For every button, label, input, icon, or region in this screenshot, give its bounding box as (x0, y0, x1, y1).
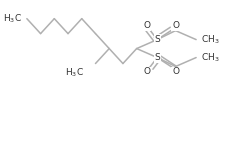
Text: O: O (172, 67, 179, 76)
Text: O: O (172, 21, 179, 30)
Text: S: S (154, 35, 160, 44)
Text: O: O (144, 67, 150, 76)
Text: H$_3$C: H$_3$C (3, 12, 22, 25)
Text: CH$_3$: CH$_3$ (201, 51, 219, 64)
Text: S: S (154, 53, 160, 62)
Text: O: O (144, 21, 150, 30)
Text: H$_3$C: H$_3$C (65, 66, 84, 79)
Text: CH$_3$: CH$_3$ (201, 33, 219, 46)
